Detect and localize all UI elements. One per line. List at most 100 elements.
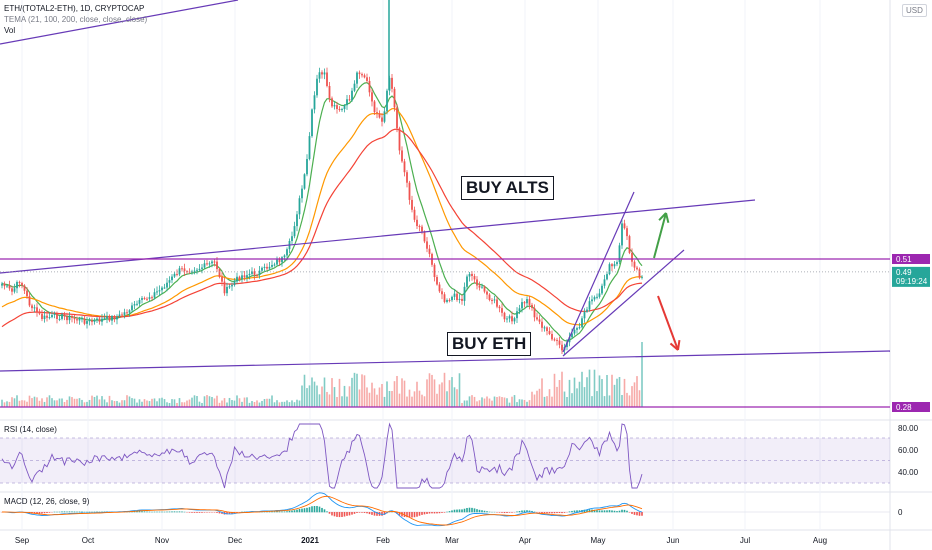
volume-bar [111, 400, 113, 407]
tema-legend[interactable]: TEMA (21, 100, 200, close, close, close) [4, 15, 148, 24]
currency-button[interactable]: USD [902, 4, 927, 17]
macd-hist-bar [283, 511, 286, 513]
volume-bar [313, 381, 316, 407]
volume-bar [496, 396, 498, 407]
candle-body [588, 301, 591, 310]
macd-hist-bar [416, 512, 418, 517]
candle-body [598, 293, 601, 297]
volume-bar [408, 389, 411, 407]
volume-bar [623, 378, 626, 407]
volume-bar [243, 397, 246, 407]
candle-body [618, 245, 621, 263]
trendline-upper-channel [0, 199, 756, 274]
rsi-legend[interactable]: RSI (14, close) [4, 425, 57, 434]
volume-bar [548, 389, 551, 407]
volume-bar [113, 401, 116, 407]
macd-hist-bar [453, 509, 456, 513]
up-arrow [653, 212, 670, 259]
candle-body [138, 299, 141, 304]
macd-hist-bar [413, 512, 416, 518]
volume-bar [101, 396, 103, 407]
volume-bar [501, 397, 503, 407]
volume-bar [238, 398, 241, 407]
macd-hist-bar [331, 512, 333, 516]
macd-hist-bar [193, 512, 196, 513]
volume-bar [393, 381, 396, 407]
candle-body [548, 331, 551, 335]
macd-hist-bar [478, 509, 481, 513]
volume-bar [431, 374, 433, 407]
macd-hist-bar [328, 512, 331, 514]
macd-hist-bar [33, 512, 36, 514]
volume-bar [596, 391, 598, 407]
macd-hist-bar [293, 510, 296, 513]
macd-hist-bar [601, 510, 603, 513]
volume-bar [13, 398, 16, 407]
volume-bar [528, 400, 531, 407]
macd-hist-bar [278, 511, 281, 513]
volume-bar [363, 375, 366, 407]
macd-legend[interactable]: MACD (12, 26, close, 9) [4, 497, 90, 506]
volume-bar [228, 397, 231, 407]
buy-eth-annotation[interactable]: BUY ETH [447, 332, 532, 356]
symbol-legend[interactable]: ETH/(TOTAL2-ETH), 1D, CRYPTOCAP [4, 4, 145, 13]
volume-bar [6, 401, 8, 407]
macd-hist-bar [101, 511, 103, 513]
volume-bar [373, 388, 376, 407]
price-label-2: 0.28 [896, 403, 912, 412]
volume-bar [48, 395, 51, 407]
candle-body [253, 271, 256, 275]
candle-body [621, 223, 623, 246]
candle-body [446, 300, 448, 302]
macd-hist-bar [73, 511, 76, 513]
volume-bar [183, 402, 186, 407]
candle-body [553, 339, 556, 341]
macd-hist-bar [86, 511, 88, 513]
volume-bar [286, 400, 288, 407]
candle-body [376, 112, 378, 114]
macd-hist-bar [176, 511, 178, 513]
candle-body [16, 281, 18, 289]
candle-body [21, 283, 23, 286]
macd-hist-bar [161, 511, 163, 513]
candle-body [498, 306, 501, 309]
macd-hist-bar [451, 510, 453, 513]
candle-body [461, 298, 463, 301]
volume-bar [618, 377, 621, 407]
macd-hist-bar [81, 511, 83, 513]
buy-alts-annotation[interactable]: BUY ALTS [461, 176, 554, 200]
candle-body [198, 268, 201, 270]
macd-hist-bar [596, 510, 598, 513]
candle-body [11, 288, 13, 292]
candle-body [256, 274, 258, 276]
candle-body [173, 273, 176, 277]
volume-bar [576, 388, 578, 407]
candle-body [368, 80, 371, 93]
candle-body [123, 312, 126, 316]
candle-body [398, 128, 401, 151]
candle-body [156, 291, 158, 293]
volume-bar [263, 399, 266, 407]
up-arrow-shaft [653, 212, 667, 259]
macd-hist-bar [348, 512, 351, 516]
macd-hist-bar [521, 510, 523, 513]
candle-body [63, 314, 66, 317]
candle-body [343, 105, 346, 110]
volume-bar [118, 402, 121, 407]
candle-body [641, 276, 643, 278]
macd-hist-bar [96, 511, 98, 513]
volume-bar [31, 398, 33, 407]
volume-bar [506, 398, 508, 407]
volume-bar [226, 402, 228, 407]
macd-hist-bar [71, 511, 73, 513]
vol-legend[interactable]: Vol [4, 26, 16, 35]
volume-bar [161, 397, 163, 407]
volume-bar [318, 394, 321, 407]
candle-body [513, 318, 516, 322]
candle-body [593, 297, 596, 300]
volume-bar [561, 371, 563, 407]
candle-body [133, 304, 136, 306]
volume-bars [1, 342, 643, 407]
